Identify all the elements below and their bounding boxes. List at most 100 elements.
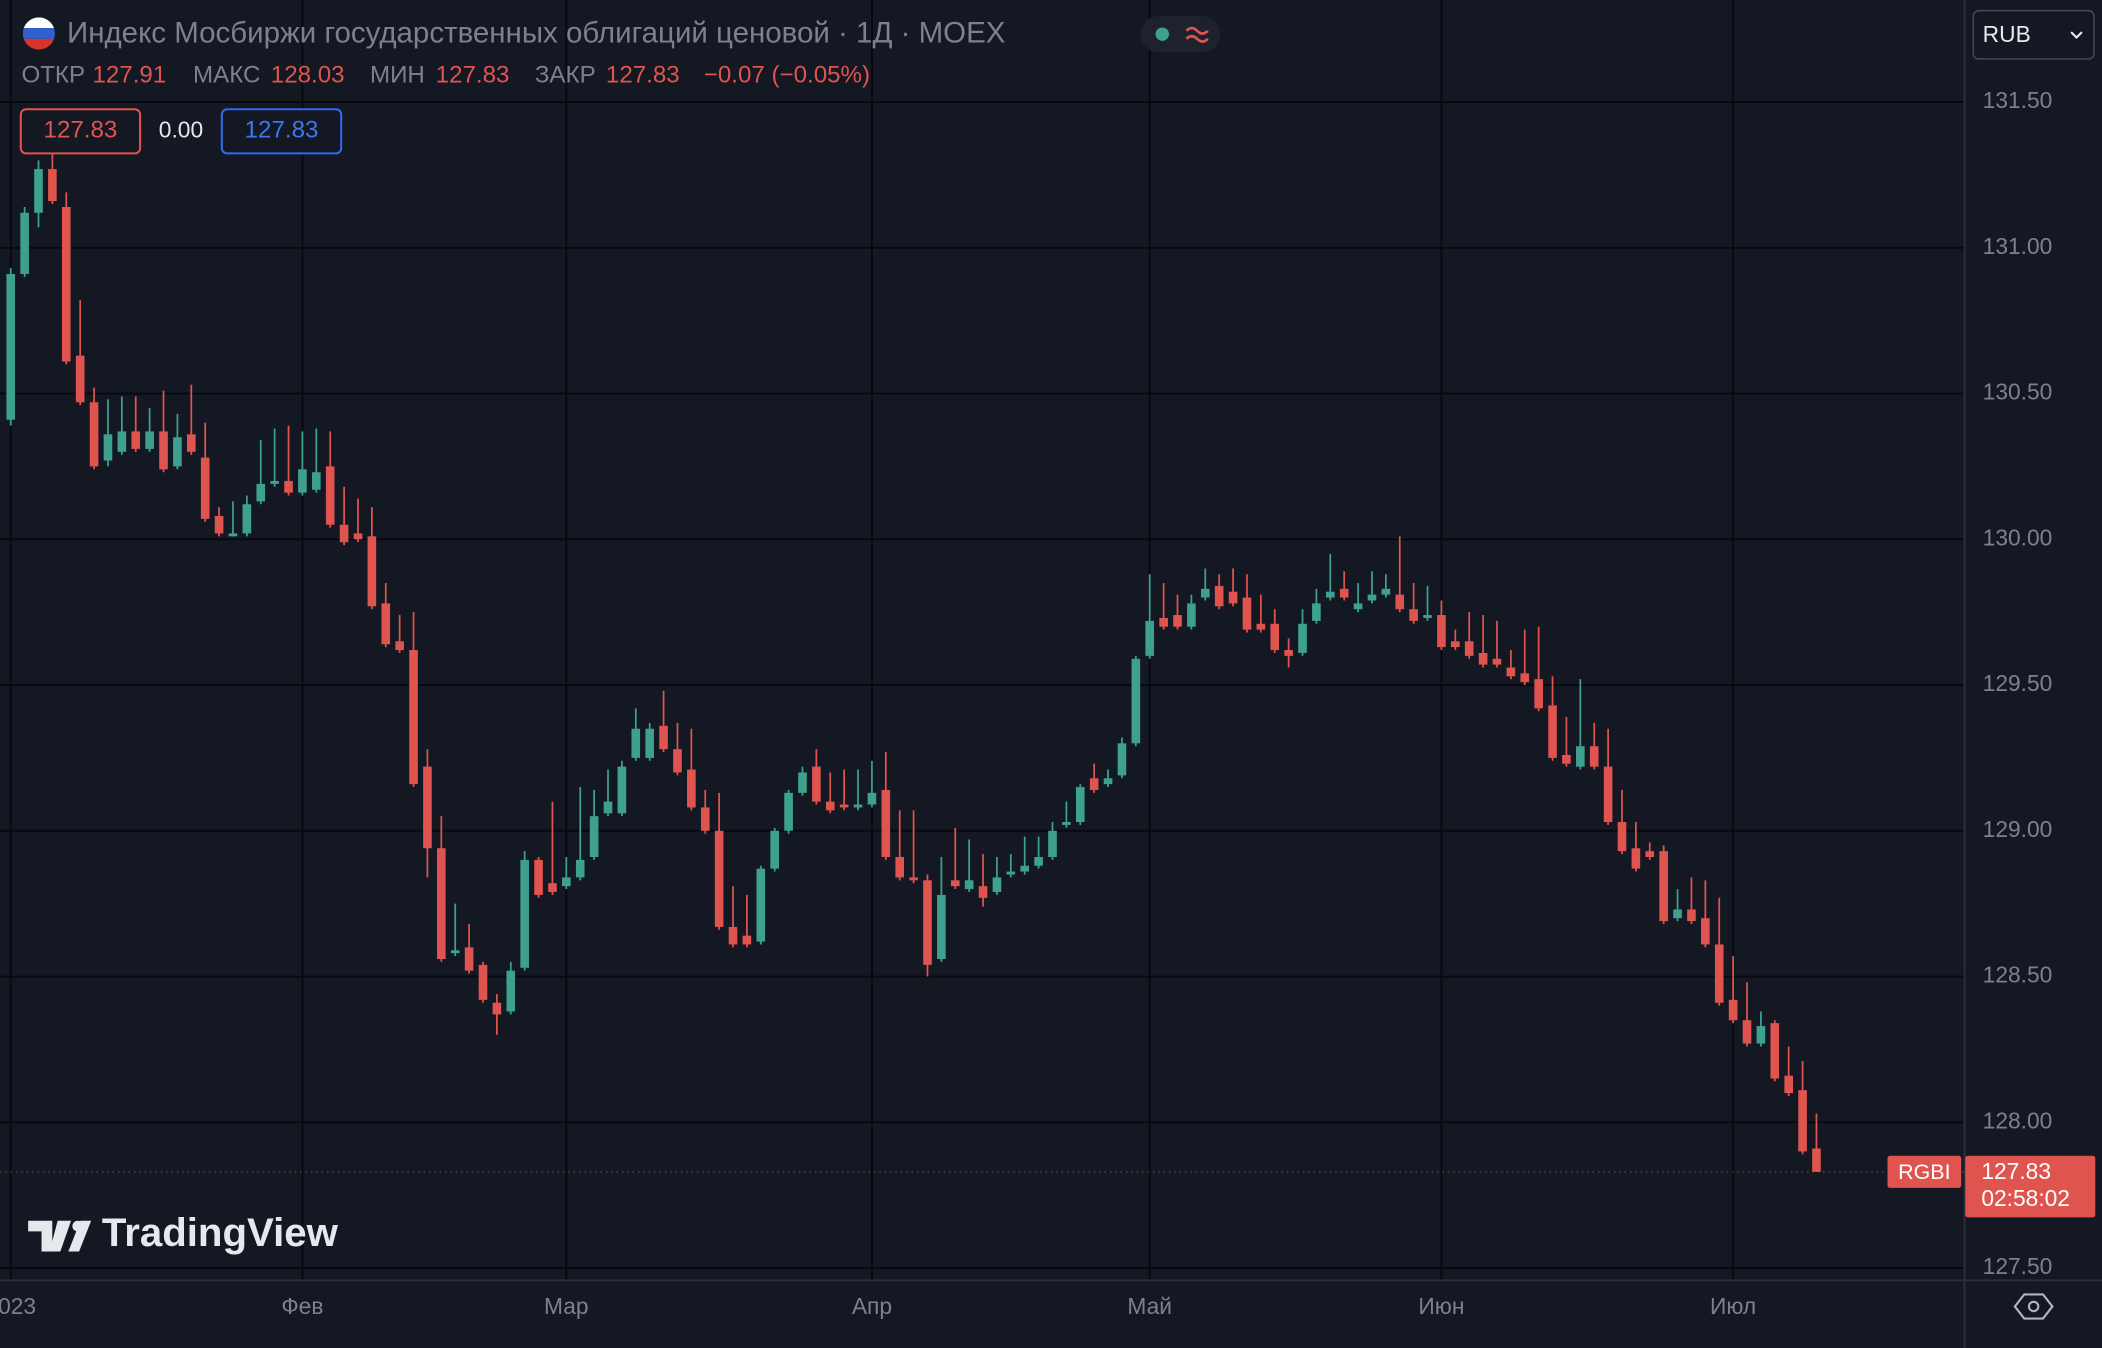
- candle-body: [520, 859, 529, 968]
- x-tick-label: Июн: [1418, 1293, 1464, 1319]
- buy-button[interactable]: 127.83: [220, 108, 343, 155]
- candle-body: [714, 830, 724, 927]
- candle-body: [1812, 1148, 1821, 1172]
- close-value: 127.83: [606, 62, 680, 89]
- candle-body: [950, 880, 960, 887]
- candle-body: [1312, 603, 1321, 621]
- candle-body: [1173, 615, 1182, 627]
- candle-body: [381, 603, 391, 645]
- candle-body: [325, 466, 335, 525]
- candle-body: [1784, 1075, 1793, 1094]
- candle-body: [242, 504, 252, 534]
- candle-body: [298, 469, 307, 493]
- candle-body: [1520, 673, 1530, 683]
- axes: 127.50 128.00 128.50 129.00 129.50 130.00 130.…: [0, 87, 2052, 1319]
- countdown: 02:58:02: [1981, 1185, 2070, 1211]
- high-label: МАКС: [193, 62, 260, 89]
- high-value: 128.03: [271, 62, 345, 89]
- candle-body: [1395, 594, 1405, 610]
- candle-body: [450, 950, 460, 954]
- watermark-text: TradingView: [102, 1210, 339, 1255]
- candle-body: [978, 886, 988, 898]
- candle-body: [1103, 778, 1113, 785]
- candle-body: [909, 877, 918, 881]
- candle-body: [645, 728, 654, 758]
- candle-body: [145, 431, 154, 449]
- candle-body: [186, 434, 196, 452]
- candle-body: [173, 437, 182, 467]
- candle-body: [228, 533, 238, 537]
- candle-body: [700, 807, 710, 831]
- candle-body: [89, 402, 99, 467]
- candle-body: [437, 848, 446, 960]
- candle-body: [1770, 1023, 1780, 1079]
- candle-body: [798, 772, 807, 793]
- candle-body: [1506, 667, 1516, 677]
- change-text: −0.07 (−0.05%): [704, 62, 870, 89]
- sell-button[interactable]: 127.83: [19, 108, 142, 155]
- candle-body: [1145, 620, 1155, 656]
- candle-body: [478, 964, 488, 1000]
- y-tick-label: 128.50: [1983, 962, 2053, 988]
- candle-body: [534, 859, 543, 895]
- candle-body: [1451, 641, 1460, 648]
- candle-body: [6, 274, 16, 420]
- open-label: ОТКР: [21, 62, 85, 89]
- candle-body: [1478, 652, 1488, 665]
- candle-body: [1159, 617, 1168, 627]
- candle-body: [923, 880, 932, 965]
- x-tick-label: Мар: [544, 1293, 589, 1319]
- candle-body: [1187, 603, 1196, 627]
- currency-select[interactable]: RUB: [1972, 9, 2095, 60]
- candle-body: [742, 935, 752, 945]
- candle-body: [409, 650, 418, 785]
- sell-price: 127.83: [44, 117, 118, 144]
- candle-body: [1117, 743, 1127, 776]
- low-value: 127.83: [436, 62, 510, 89]
- candle-body: [200, 457, 210, 519]
- x-tick-label: Июл: [1710, 1293, 1756, 1319]
- candle-body: [48, 169, 57, 202]
- y-tick-label: 130.50: [1983, 379, 2053, 405]
- candle-body: [687, 769, 696, 808]
- candle-body: [1423, 615, 1432, 618]
- candle-body: [1200, 588, 1210, 598]
- settings-button[interactable]: [2013, 1293, 2054, 1320]
- candle-body: [1617, 822, 1627, 852]
- candle-body: [1048, 830, 1057, 857]
- spread: 0.00: [159, 116, 203, 142]
- candle-body: [812, 766, 821, 802]
- x-tick-label: 2023: [0, 1293, 36, 1319]
- candle-body: [825, 801, 835, 811]
- candle-body: [131, 431, 141, 449]
- candle-body: [937, 894, 946, 960]
- candle-body: [61, 206, 71, 362]
- candle-body: [1256, 623, 1266, 630]
- candle-body: [103, 434, 113, 461]
- candle-body: [895, 856, 905, 878]
- candle-body: [1701, 918, 1710, 945]
- candle-body: [1020, 865, 1030, 872]
- candle-body: [1339, 588, 1349, 598]
- low-label: МИН: [370, 62, 425, 89]
- candles: [6, 151, 1821, 1172]
- candle-body: [964, 880, 974, 890]
- candle-body: [1298, 623, 1307, 653]
- candle-body: [1548, 705, 1557, 758]
- candle-body: [839, 804, 849, 808]
- watermark: TradingView: [28, 1210, 339, 1255]
- candle-body: [1492, 658, 1502, 665]
- symbol-box: [1887, 1155, 1962, 1188]
- candle-body: [1284, 650, 1293, 656]
- candle-body: [1034, 856, 1043, 866]
- status-pill[interactable]: [1140, 16, 1220, 53]
- candle-body: [367, 536, 377, 607]
- candle-body: [1603, 766, 1613, 823]
- candle-body: [1131, 658, 1141, 744]
- candle-body: [548, 883, 557, 892]
- x-tick-label: Май: [1127, 1293, 1172, 1319]
- candle-body: [256, 483, 266, 502]
- buy-price: 127.83: [245, 117, 319, 144]
- candle-body: [464, 947, 474, 971]
- candle-body: [339, 524, 349, 543]
